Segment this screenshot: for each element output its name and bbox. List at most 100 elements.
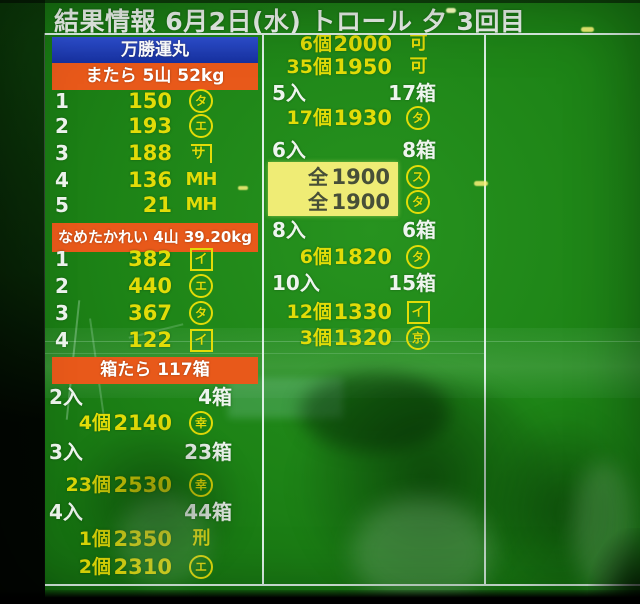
price-value: 2000 <box>333 32 392 56</box>
buyer-mark-slot: イ <box>181 327 221 353</box>
buyer-mark-circle-icon: エ <box>189 114 213 138</box>
buyer-mark-circle-icon: タ <box>406 190 430 214</box>
glare-spot <box>474 181 488 186</box>
size-header-row: 4入 44箱 <box>45 499 262 525</box>
quantity-label: 2個 <box>78 556 111 578</box>
box-count: 4箱 <box>198 385 232 409</box>
buyer-mark-circle-icon: タ <box>406 106 430 130</box>
pack-size-label: 5入 <box>272 81 306 105</box>
pack-size-label: 2入 <box>49 385 83 409</box>
detail-row: 1個 2350 刑 <box>45 526 262 552</box>
price-row: 1 150 タ <box>45 88 262 114</box>
buyer-mark-slot: タ <box>398 244 438 270</box>
quantity-label: 23個 <box>65 474 111 496</box>
photographer-arm-silhouette <box>300 372 450 452</box>
all-lots-label: 全 <box>308 165 328 189</box>
row-index: 2 <box>55 114 69 138</box>
column-divider-2 <box>484 33 486 586</box>
size-header-row: 6入 8箱 <box>268 137 484 163</box>
highlight-row: 全 1900 <box>268 165 398 189</box>
price-value: 1900 <box>331 190 390 214</box>
buyer-mark-circle-icon: タ <box>406 245 430 269</box>
price-value: 1320 <box>333 326 392 350</box>
price-row: 4 136 MH <box>45 167 262 193</box>
price-value: 2350 <box>113 527 172 551</box>
size-header-row: 8入 6箱 <box>268 217 484 243</box>
price-value: 1900 <box>331 165 390 189</box>
row-index: 4 <box>55 328 69 352</box>
buyer-mark-slot: ス <box>398 164 438 190</box>
price-value: 2310 <box>113 555 172 579</box>
detail-row: 6個 2000 可 <box>268 31 484 57</box>
buyer-mark-corner-icon: サ <box>190 143 212 163</box>
buyer-mark-circle-icon: 幸 <box>189 473 213 497</box>
highlight-box: 全 1900 全 1900 <box>268 162 398 216</box>
quantity-label: 1個 <box>78 528 111 550</box>
buyer-mark-slot: エ <box>181 113 221 139</box>
buyer-mark-slot: タ <box>398 105 438 131</box>
highlight-mark-row: タ <box>268 189 484 215</box>
detail-row: 6個 1820 タ <box>268 244 484 270</box>
quantity-label: 6個 <box>299 33 332 55</box>
size-header-row: 10入 15箱 <box>268 270 484 296</box>
buyer-mark-box-icon: イ <box>189 247 213 271</box>
photographer-silhouette <box>295 378 560 604</box>
buyer-mark-slot: 幸 <box>181 410 221 436</box>
price-value: 2530 <box>113 473 172 497</box>
price-value: 150 <box>128 89 172 113</box>
buyer-mark-slot: MH <box>181 167 221 193</box>
all-lots-label: 全 <box>308 190 328 214</box>
person-silhouette-right <box>488 412 638 604</box>
price-value: 122 <box>128 328 172 352</box>
buyer-mark-slot: エ <box>181 554 221 580</box>
glare-spot <box>238 186 248 190</box>
detail-row: 23個 2530 幸 <box>45 472 262 498</box>
row-index: 3 <box>55 141 69 165</box>
buyer-mark-slot: タ <box>181 88 221 114</box>
buyer-mark-circle-icon: 幸 <box>189 411 213 435</box>
quantity-label: 3個 <box>299 327 332 349</box>
pack-size-label: 4入 <box>49 500 83 524</box>
buyer-mark-slot: タ <box>181 300 221 326</box>
price-value: 2140 <box>113 411 172 435</box>
buyer-mark-circle-icon: エ <box>189 555 213 579</box>
column-divider-1 <box>262 33 264 586</box>
detail-row: 3個 1320 京 <box>268 325 484 351</box>
buyer-mark-plain-icon: 可 <box>409 56 428 77</box>
ship-name-band: 万勝運丸 <box>52 37 258 63</box>
section-band-hakotara: 箱たら 117箱 <box>52 357 258 384</box>
buyer-mark-circle-icon: エ <box>189 274 213 298</box>
buyer-mark-slot: イ <box>181 246 221 272</box>
buyer-mark-slot: 可 <box>398 54 438 80</box>
highlight-mark-row: ス <box>268 164 484 190</box>
jacket-reflection <box>573 462 635 592</box>
glare-spot <box>446 8 456 13</box>
glare-spot <box>581 27 594 32</box>
detail-row: 35個 1950 可 <box>268 54 484 80</box>
price-value: 1820 <box>333 245 392 269</box>
buyer-mark-plain-icon: MH <box>185 169 218 190</box>
price-value: 21 <box>142 193 172 217</box>
buyer-mark-circle-icon: タ <box>189 89 213 113</box>
row-index: 1 <box>55 247 69 271</box>
buyer-mark-box-icon: イ <box>189 328 213 352</box>
detail-row: 2個 2310 エ <box>45 554 262 580</box>
size-header-row: 2入 4箱 <box>45 384 262 410</box>
box-count: 15箱 <box>388 271 436 295</box>
price-value: 188 <box>128 141 172 165</box>
row-index: 5 <box>55 193 69 217</box>
price-row: 2 440 エ <box>45 273 262 299</box>
detail-row: 12個 1330 イ <box>268 299 484 325</box>
buyer-mark-box-icon: イ <box>406 300 430 324</box>
box-count: 17箱 <box>388 81 436 105</box>
row-index: 2 <box>55 274 69 298</box>
buyer-mark-slot: イ <box>398 299 438 325</box>
detail-row: 17個 1930 タ <box>268 105 484 131</box>
price-value: 1930 <box>333 106 392 130</box>
buyer-mark-slot: サ <box>181 140 221 166</box>
pack-size-label: 6入 <box>272 138 306 162</box>
row-index: 3 <box>55 301 69 325</box>
price-row: 5 21 MH <box>45 192 262 218</box>
